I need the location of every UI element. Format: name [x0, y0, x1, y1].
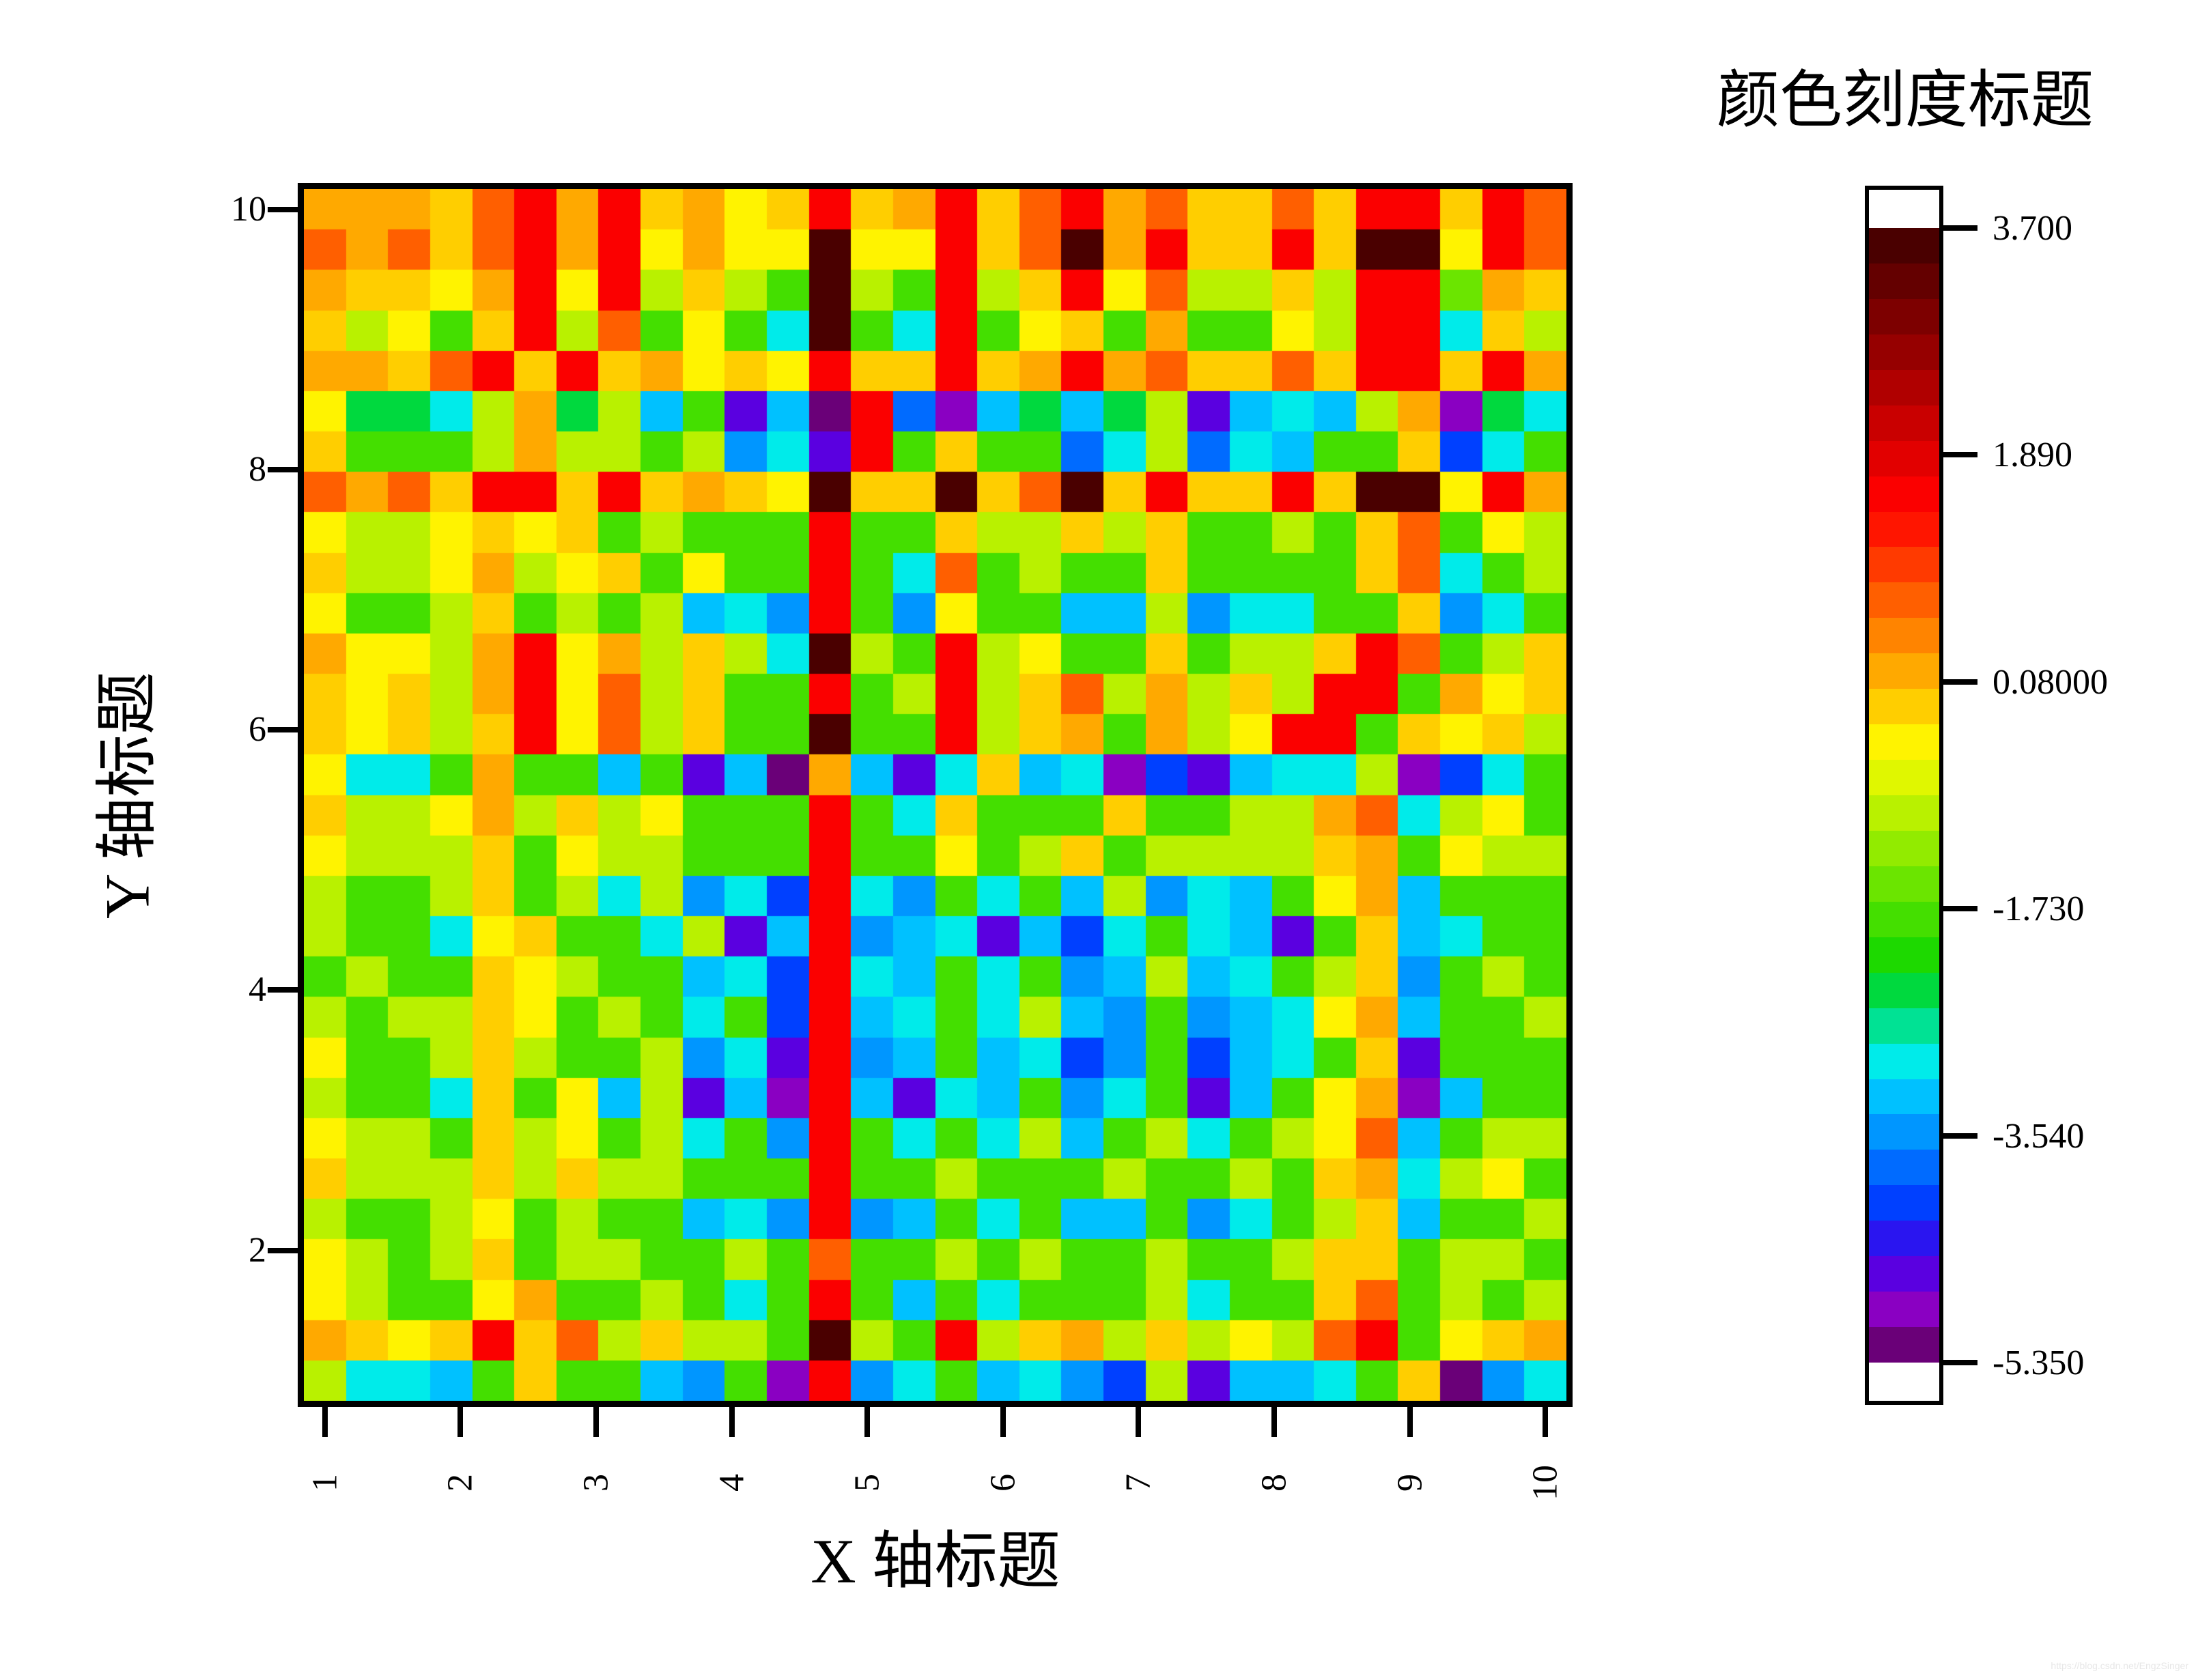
- colorbar-band: [1869, 334, 1939, 370]
- plot-area-border: [298, 183, 1573, 1407]
- colorbar-band: [1869, 476, 1939, 512]
- x-tick-label: 2: [440, 1474, 480, 1492]
- x-tick-label: 8: [1254, 1474, 1294, 1492]
- x-tick-label: 9: [1390, 1474, 1430, 1492]
- colorbar-band: [1869, 263, 1939, 299]
- colorbar-band: [1869, 653, 1939, 689]
- x-tick-mark: [458, 1407, 464, 1437]
- colorbar-band: [1869, 1292, 1939, 1328]
- colorbar-band: [1869, 405, 1939, 441]
- x-tick-mark: [864, 1407, 871, 1437]
- x-tick-mark: [322, 1407, 328, 1437]
- y-tick-mark: [268, 206, 298, 212]
- colorbar-band: [1869, 937, 1939, 973]
- x-axis-title: X 轴标题: [811, 1526, 1060, 1596]
- colorbar-band: [1869, 547, 1939, 583]
- colorbar-tick-label: 1.890: [1993, 436, 2072, 475]
- colorbar-tick-mark: [1943, 225, 1977, 231]
- colorbar-tick-label: -1.730: [1993, 889, 2085, 929]
- colorbar-band: [1869, 1327, 1939, 1363]
- x-tick-label: 1: [305, 1474, 345, 1492]
- y-tick-label: 8: [249, 449, 266, 489]
- colorbar-band: [1869, 760, 1939, 795]
- y-tick-label: 10: [231, 189, 266, 229]
- colorbar-band: [1869, 1079, 1939, 1115]
- colorbar-tick-mark: [1943, 906, 1977, 912]
- y-axis-title: Y 轴标题: [92, 671, 163, 919]
- colorbar-band: [1869, 1043, 1939, 1079]
- colorbar-tick-mark: [1943, 1360, 1977, 1365]
- colorbar-band: [1869, 1150, 1939, 1186]
- colorbar-tick-mark: [1943, 1133, 1977, 1139]
- colorbar-band: [1869, 1114, 1939, 1150]
- colorbar-band: [1869, 689, 1939, 725]
- colorbar-tick-mark: [1943, 679, 1977, 685]
- x-tick-mark: [593, 1407, 599, 1437]
- colorbar-band: [1869, 228, 1939, 264]
- x-tick-label: 3: [576, 1474, 616, 1492]
- x-tick-label: 7: [1118, 1474, 1158, 1492]
- colorbar-band: [1869, 1221, 1939, 1257]
- x-tick-mark: [1271, 1407, 1277, 1437]
- x-tick-mark: [729, 1407, 735, 1437]
- colorbar-band: [1869, 298, 1939, 334]
- y-tick-mark: [268, 987, 298, 993]
- watermark-text: https://blog.csdn.net/EngzSinger: [2051, 1660, 2188, 1671]
- y-tick-mark: [268, 466, 298, 472]
- colorbar-below-range-cap: [1869, 1363, 1939, 1401]
- colorbar-band: [1869, 369, 1939, 405]
- colorbar-band: [1869, 901, 1939, 937]
- colorbar-title: 颜色刻度标题: [1716, 66, 2094, 135]
- colorbar-tick-label: -5.350: [1993, 1343, 2085, 1382]
- colorbar-band: [1869, 618, 1939, 654]
- y-tick-label: 2: [249, 1230, 266, 1270]
- y-tick-label: 6: [249, 710, 266, 750]
- y-tick-mark: [268, 727, 298, 733]
- x-tick-label: 4: [712, 1474, 752, 1492]
- colorbar-band: [1869, 795, 1939, 831]
- y-tick-mark: [268, 1247, 298, 1253]
- colorbar-band: [1869, 1256, 1939, 1292]
- colorbar-tick-label: -3.540: [1993, 1116, 2085, 1156]
- colorbar-band: [1869, 972, 1939, 1008]
- x-tick-mark: [1407, 1407, 1413, 1437]
- x-tick-mark: [1136, 1407, 1142, 1437]
- x-tick-mark: [1000, 1407, 1006, 1437]
- colorbar: [1865, 186, 1943, 1405]
- colorbar-band: [1869, 511, 1939, 547]
- colorbar-tick-label: 0.08000: [1993, 662, 2108, 702]
- colorbar-band: [1869, 866, 1939, 902]
- x-tick-label: 5: [847, 1474, 887, 1492]
- x-tick-mark: [1543, 1407, 1549, 1437]
- colorbar-band: [1869, 724, 1939, 760]
- y-tick-label: 4: [249, 970, 266, 1010]
- colorbar-tick-label: 3.700: [1993, 209, 2072, 248]
- colorbar-band: [1869, 1185, 1939, 1221]
- colorbar-band: [1869, 582, 1939, 618]
- x-tick-label: 10: [1525, 1465, 1565, 1500]
- x-tick-label: 6: [983, 1474, 1023, 1492]
- colorbar-band: [1869, 440, 1939, 476]
- colorbar-band: [1869, 830, 1939, 866]
- heatmap-grid: [304, 189, 1566, 1401]
- colorbar-tick-mark: [1943, 452, 1977, 458]
- colorbar-above-range-cap: [1869, 190, 1939, 228]
- colorbar-band: [1869, 1008, 1939, 1044]
